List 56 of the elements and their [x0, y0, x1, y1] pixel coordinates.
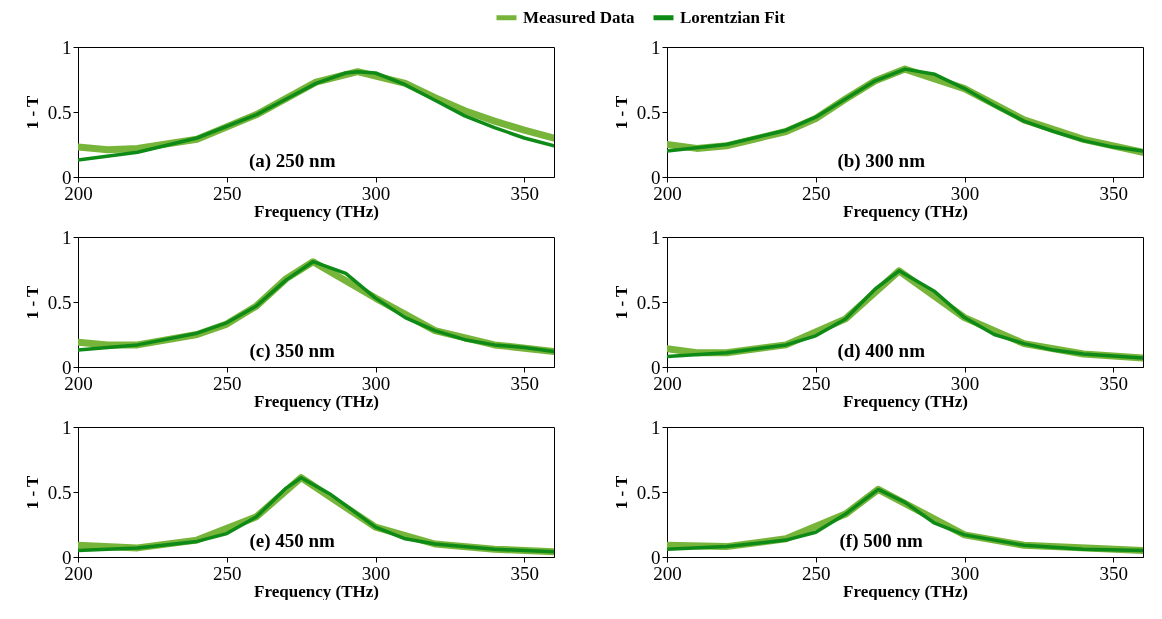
y-tick-label: 1	[651, 226, 661, 248]
x-tick-label: 300	[361, 562, 391, 584]
x-tick-label: 350	[510, 182, 539, 204]
y-tick-label: 0	[62, 546, 72, 568]
annotation: (f) 500 nm	[839, 530, 924, 552]
x-tick-label: 250	[802, 182, 831, 204]
y-axis-title: 1 - T	[22, 95, 42, 130]
x-axis-title: Frequency (THz)	[254, 201, 379, 221]
x-tick-label: 250	[802, 372, 831, 394]
annotation: (d) 400 nm	[837, 340, 926, 362]
y-tick-label: 0	[62, 356, 72, 378]
x-tick-label: 350	[1099, 562, 1128, 584]
y-tick-label: 0.5	[47, 291, 72, 313]
y-tick-label: 0	[651, 546, 661, 568]
legend-label: Measured Data	[523, 7, 636, 27]
x-tick-label: 350	[510, 562, 539, 584]
y-axis-title: 1 - T	[611, 95, 631, 130]
x-tick-label: 250	[213, 372, 242, 394]
y-axis-title: 1 - T	[611, 285, 631, 320]
legend-label: Lorentzian Fit	[680, 7, 786, 27]
x-axis-title: Frequency (THz)	[843, 391, 968, 411]
x-tick-label: 350	[1099, 372, 1128, 394]
x-axis-title: Frequency (THz)	[843, 581, 968, 601]
x-tick-label: 300	[361, 372, 391, 394]
x-axis-title: Frequency (THz)	[843, 201, 968, 221]
y-tick-label: 0	[62, 166, 72, 188]
y-tick-label: 0.5	[47, 481, 72, 503]
y-axis-title: 1 - T	[611, 475, 631, 510]
y-tick-label: 1	[62, 416, 72, 438]
y-tick-label: 1	[651, 36, 661, 58]
x-tick-label: 250	[213, 562, 242, 584]
x-tick-label: 250	[213, 182, 242, 204]
y-tick-label: 1	[62, 36, 72, 58]
y-tick-label: 0	[651, 166, 661, 188]
x-tick-label: 300	[950, 182, 980, 204]
x-tick-label: 350	[510, 372, 539, 394]
x-tick-label: 350	[1099, 182, 1128, 204]
y-tick-label: 1	[651, 416, 661, 438]
x-tick-label: 250	[802, 562, 831, 584]
annotation: (e) 450 nm	[249, 530, 336, 552]
y-axis-title: 1 - T	[22, 285, 42, 320]
x-tick-label: 300	[950, 372, 980, 394]
y-axis-title: 1 - T	[22, 475, 42, 510]
x-tick-label: 300	[950, 562, 980, 584]
x-axis-title: Frequency (THz)	[254, 581, 379, 601]
y-tick-label: 0.5	[636, 291, 661, 313]
y-tick-label: 1	[62, 226, 72, 248]
annotation: (c) 350 nm	[249, 340, 336, 362]
x-tick-label: 300	[361, 182, 391, 204]
annotation: (a) 250 nm	[248, 150, 336, 172]
y-tick-label: 0	[651, 356, 661, 378]
y-tick-label: 0.5	[47, 101, 72, 123]
y-tick-label: 0.5	[636, 481, 661, 503]
x-axis-title: Frequency (THz)	[254, 391, 379, 411]
annotation: (b) 300 nm	[837, 150, 926, 172]
y-tick-label: 0.5	[636, 101, 661, 123]
